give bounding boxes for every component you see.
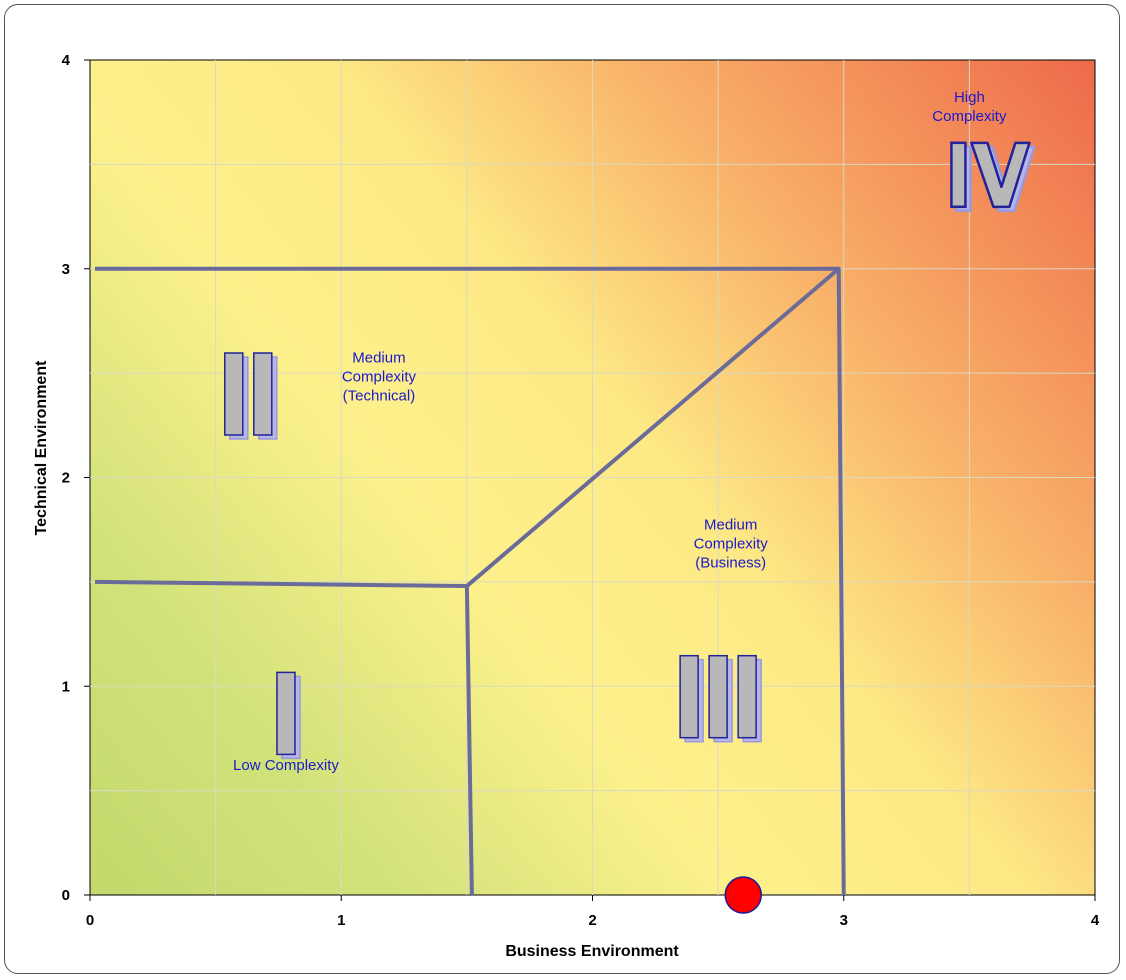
bar-stroke [737,654,757,739]
x-tick-label: 0 [86,912,94,929]
region-numerals [224,141,1036,760]
y-tick-label: 0 [62,887,70,904]
y-tick-label: 2 [62,470,70,487]
bar-stroke [708,654,728,739]
y-tick-label: 4 [62,52,71,69]
region-label-line: Medium [704,517,757,534]
region-label: High Complexity [932,89,1007,125]
region-label-line: (Business) [695,555,766,572]
bar-stroke [224,352,244,436]
x-tick-label: 2 [588,912,596,929]
x-tick-label: 1 [337,912,345,929]
bar-stroke [276,671,296,756]
region-label-line: Complexity [342,369,417,386]
data-point [724,876,762,914]
region-label: Low Complexity [233,757,339,774]
numeral-i-stroke [950,141,967,209]
region-numeral-IV [950,141,1036,213]
region-label: Medium Complexity (Technical) [342,350,417,405]
region-labels: Low Complexity Medium Complexity (Technical… [233,89,1007,774]
region-numeral-III [679,654,762,743]
grid-lines [90,60,1095,895]
numeral-v-stroke [970,141,1031,209]
x-tick-label: 4 [1091,912,1100,929]
axes: 0 1 2 3 4 0 1 2 3 4 [62,52,1100,929]
region-label-line: High [954,89,985,106]
region-numeral-I [276,671,301,760]
bar-stroke [679,654,699,739]
bar-stroke [253,352,273,436]
region-label-line: Complexity [932,108,1007,125]
region-label-line: (Technical) [343,388,416,405]
boundary-line [465,267,841,588]
y-tick-label: 1 [62,678,70,695]
x-tick-label: 3 [840,912,848,929]
region-label-line: Complexity [694,536,769,553]
data-points [724,876,762,914]
region-label-line: Medium [352,350,405,367]
x-axis-title: Business Environment [505,943,679,960]
region-numeral-II [224,352,278,440]
y-axis-title: Technical Environment [33,360,50,536]
region-label: Medium Complexity (Business) [694,517,769,572]
y-tick-label: 3 [62,261,70,278]
boundary-lines [95,266,846,896]
region-label-line: Low Complexity [233,757,339,774]
